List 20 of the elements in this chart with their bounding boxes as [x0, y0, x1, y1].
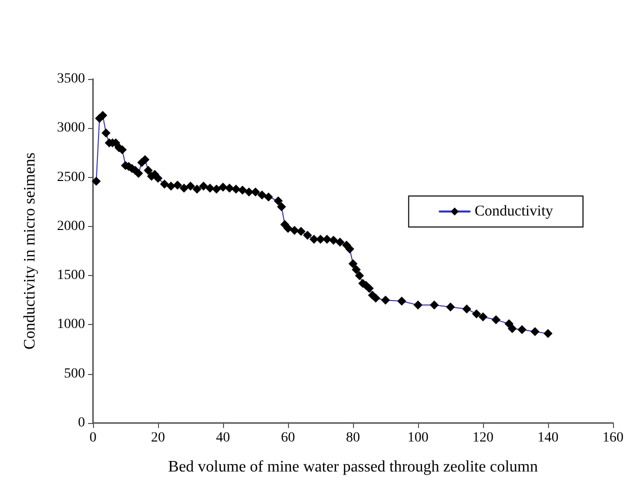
- y-tick-label: 0: [78, 416, 85, 430]
- x-tick-label: 100: [408, 430, 428, 446]
- y-tick-label: 1500: [57, 268, 85, 284]
- y-tick-label: 3000: [57, 120, 85, 136]
- x-tick-label: 80: [346, 430, 360, 446]
- legend-label: Conductivity: [474, 204, 554, 220]
- x-tick-label: 60: [281, 430, 295, 446]
- x-tick-label: 0: [90, 430, 96, 446]
- y-tick-label: 2500: [57, 170, 85, 185]
- y-tick-label: 500: [64, 366, 85, 382]
- x-tick-label: 20: [151, 430, 165, 446]
- y-axis-title: Conductivity in micro seimens: [22, 152, 38, 350]
- y-tick-label: 3500: [57, 72, 85, 86]
- x-tick-label: 140: [538, 430, 558, 446]
- x-tick-label: 160: [602, 430, 624, 446]
- x-tick-label: 40: [216, 430, 230, 446]
- x-tick-label: 120: [472, 430, 494, 446]
- x-axis-title: Bed volume of mine water passed through zeolite column: [168, 458, 538, 476]
- y-tick-label: 1000: [57, 317, 85, 332]
- y-tick-label: 2000: [57, 218, 85, 234]
